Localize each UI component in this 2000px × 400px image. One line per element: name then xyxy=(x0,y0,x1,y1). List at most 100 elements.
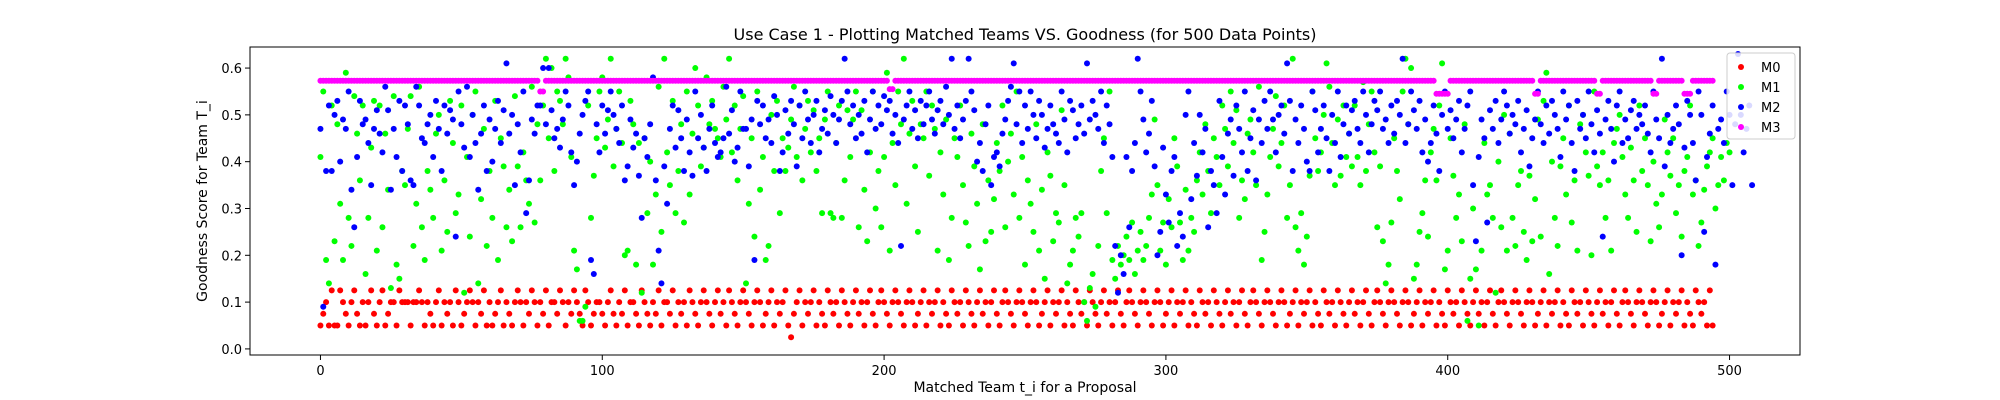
data-point-m1 xyxy=(396,275,403,282)
data-point-m0 xyxy=(976,287,983,294)
data-point-m1 xyxy=(1019,154,1026,160)
data-point-m0 xyxy=(960,322,966,329)
data-point-m0 xyxy=(664,299,671,306)
data-point-m0 xyxy=(1534,310,1541,317)
data-point-m1 xyxy=(926,172,933,179)
data-point-m0 xyxy=(1425,310,1431,317)
data-point-m2 xyxy=(621,177,628,184)
data-point-m2 xyxy=(1495,139,1502,146)
data-point-m0 xyxy=(1616,322,1623,329)
data-point-m1 xyxy=(1055,219,1062,226)
data-point-m0 xyxy=(864,299,871,306)
data-point-m0 xyxy=(602,322,609,329)
data-point-m1 xyxy=(681,219,687,226)
data-point-m2 xyxy=(1343,102,1350,109)
data-point-m1 xyxy=(413,200,420,207)
data-point-m0 xyxy=(503,299,510,306)
data-point-m2 xyxy=(1075,121,1082,128)
data-point-m1 xyxy=(1560,135,1567,142)
data-point-m2 xyxy=(1436,168,1443,175)
data-point-m0 xyxy=(1526,287,1533,294)
data-point-m0 xyxy=(573,299,580,306)
data-point-m0 xyxy=(1007,310,1014,317)
data-point-m2 xyxy=(655,247,662,254)
data-point-m2 xyxy=(1422,116,1429,123)
data-point-m1 xyxy=(1467,275,1474,282)
data-point-m0 xyxy=(836,322,842,329)
data-point-m1 xyxy=(559,121,566,128)
data-point-m2 xyxy=(1673,102,1679,109)
data-point-m1 xyxy=(914,228,921,235)
data-point-m0 xyxy=(1168,287,1175,294)
data-point-m2 xyxy=(1005,97,1012,104)
data-point-m2 xyxy=(1272,149,1279,156)
data-point-m2 xyxy=(1701,228,1708,235)
data-point-m2 xyxy=(1501,88,1508,95)
data-point-m0 xyxy=(1495,299,1502,306)
data-point-m0 xyxy=(1371,299,1378,306)
data-point-m0 xyxy=(1216,310,1223,317)
data-point-m1 xyxy=(1712,205,1719,212)
data-point-m2 xyxy=(492,125,499,132)
data-point-m2 xyxy=(914,135,921,142)
data-point-m0 xyxy=(1317,322,1324,329)
data-point-m0 xyxy=(1577,299,1584,306)
data-point-m0 xyxy=(1244,322,1251,329)
data-point-m0 xyxy=(1084,322,1090,329)
data-point-m0 xyxy=(571,287,578,294)
data-point-m1 xyxy=(1044,149,1051,156)
data-point-m2 xyxy=(630,144,637,151)
data-point-m0 xyxy=(376,299,383,306)
data-point-m0 xyxy=(700,287,707,294)
data-point-m1 xyxy=(836,102,842,109)
data-point-m0 xyxy=(1165,299,1172,306)
data-point-m1 xyxy=(1103,210,1110,217)
data-point-m1 xyxy=(1523,256,1530,263)
data-point-m2 xyxy=(449,116,456,123)
data-point-m2 xyxy=(821,107,828,114)
data-point-m0 xyxy=(875,299,882,306)
data-point-m1 xyxy=(1058,107,1065,114)
data-point-m0 xyxy=(418,299,425,306)
data-point-m1 xyxy=(821,116,828,123)
data-point-m2 xyxy=(1382,116,1389,123)
data-point-m0 xyxy=(1594,299,1601,306)
data-point-m2 xyxy=(317,125,324,132)
data-point-m2 xyxy=(1016,88,1023,95)
data-point-m2 xyxy=(1749,182,1756,189)
data-point-m1 xyxy=(1315,168,1322,175)
data-point-m2 xyxy=(1385,139,1392,146)
data-point-m0 xyxy=(1292,287,1299,294)
data-point-m3 xyxy=(1444,90,1451,97)
data-point-m1 xyxy=(382,130,389,137)
data-point-m1 xyxy=(996,168,1003,175)
data-point-m2 xyxy=(1360,88,1367,95)
data-point-m2 xyxy=(1720,139,1727,146)
data-point-m1 xyxy=(1588,252,1595,259)
data-point-m2 xyxy=(900,116,907,123)
data-point-m0 xyxy=(1055,299,1062,306)
data-point-m2 xyxy=(996,163,1003,170)
data-point-m1 xyxy=(410,242,417,249)
data-point-m1 xyxy=(557,97,563,104)
data-point-m2 xyxy=(562,88,569,95)
data-point-m0 xyxy=(413,299,420,306)
data-point-m2 xyxy=(593,121,600,128)
data-point-m0 xyxy=(1284,322,1291,329)
data-point-m0 xyxy=(475,299,482,306)
data-point-m2 xyxy=(1131,139,1138,146)
data-point-m1 xyxy=(480,125,487,132)
data-point-m2 xyxy=(929,116,935,123)
data-point-m2 xyxy=(976,139,983,146)
data-point-m1 xyxy=(1053,210,1059,217)
data-point-m1 xyxy=(1233,107,1240,114)
data-point-m1 xyxy=(1030,228,1037,235)
data-point-m1 xyxy=(1495,158,1502,165)
data-point-m2 xyxy=(1712,261,1719,268)
data-point-m1 xyxy=(604,116,611,123)
data-point-m1 xyxy=(886,247,893,254)
data-point-m1 xyxy=(1518,168,1524,175)
data-point-m1 xyxy=(418,224,425,231)
data-point-m2 xyxy=(1143,149,1150,156)
data-point-m2 xyxy=(720,135,727,142)
